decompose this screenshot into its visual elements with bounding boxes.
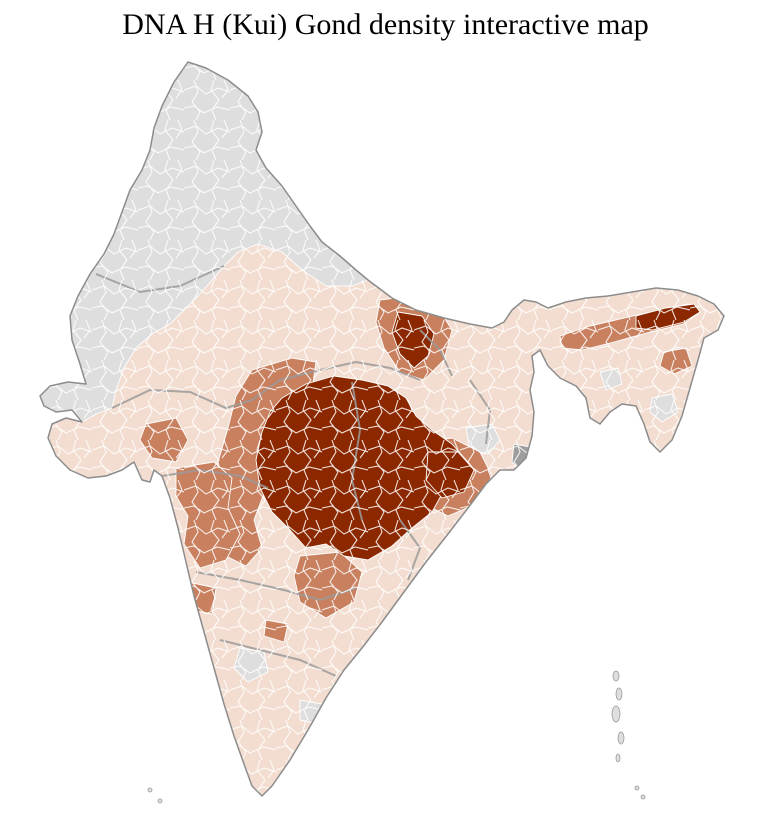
region-medium-south-maharashtra[interactable] <box>187 581 217 615</box>
region-no-data-dark-westbengal[interactable] <box>511 443 541 475</box>
island <box>157 798 163 804</box>
region-no-data-tamilnadu[interactable] <box>299 699 323 725</box>
island <box>612 670 620 682</box>
island <box>640 794 646 800</box>
island <box>615 753 621 763</box>
lakshadweep-islands[interactable] <box>147 787 163 804</box>
page-title: DNA H (Kui) Gond density interactive map <box>122 8 649 41</box>
island <box>147 787 153 793</box>
andaman-nicobar-islands[interactable] <box>611 670 646 800</box>
island <box>634 785 640 791</box>
island <box>611 705 621 723</box>
island <box>617 731 625 745</box>
island <box>615 687 623 701</box>
